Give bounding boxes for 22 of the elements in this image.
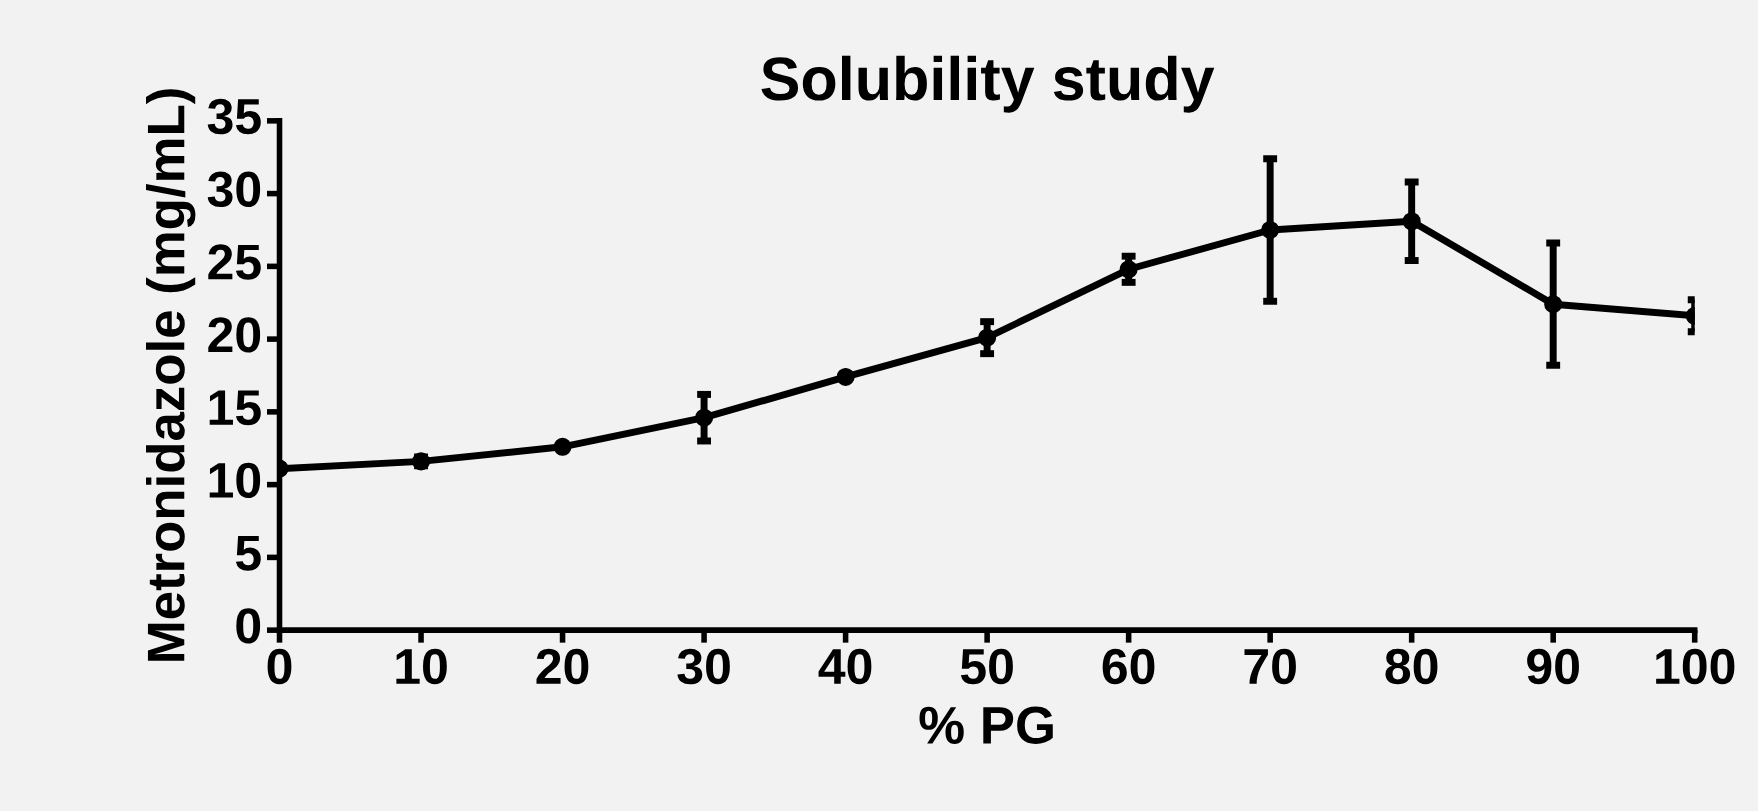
y-tick-label: 10 (209, 462, 261, 499)
y-axis-title: Metronidazole (mg/mL) (146, 89, 196, 661)
y-tick-label: 0 (236, 608, 261, 644)
x-tick-label: 40 (818, 648, 872, 685)
y-tick-label: 35 (207, 98, 261, 135)
x-tick-label: 70 (1244, 648, 1296, 685)
x-tick-label: 90 (1527, 648, 1579, 685)
x-tick-label: 60 (1102, 648, 1155, 685)
x-tick-label: 30 (677, 648, 730, 685)
x-tick-label: 10 (396, 648, 447, 685)
x-tick-label: 20 (536, 648, 589, 685)
y-tick-label: 25 (208, 244, 261, 280)
x-tick-label: 80 (1385, 648, 1438, 685)
chart-title: Solubility study (761, 55, 1215, 113)
x-tick-label: 0 (267, 648, 292, 685)
y-tick-label: 30 (207, 171, 261, 208)
x-tick-label: 50 (960, 648, 1013, 685)
y-tick-label: 5 (235, 535, 261, 571)
y-tick-label: 20 (208, 317, 261, 353)
x-tick-label: 100 (1656, 648, 1735, 685)
x-axis-title: % PG (919, 706, 1053, 744)
y-tick-label: 15 (209, 390, 261, 426)
